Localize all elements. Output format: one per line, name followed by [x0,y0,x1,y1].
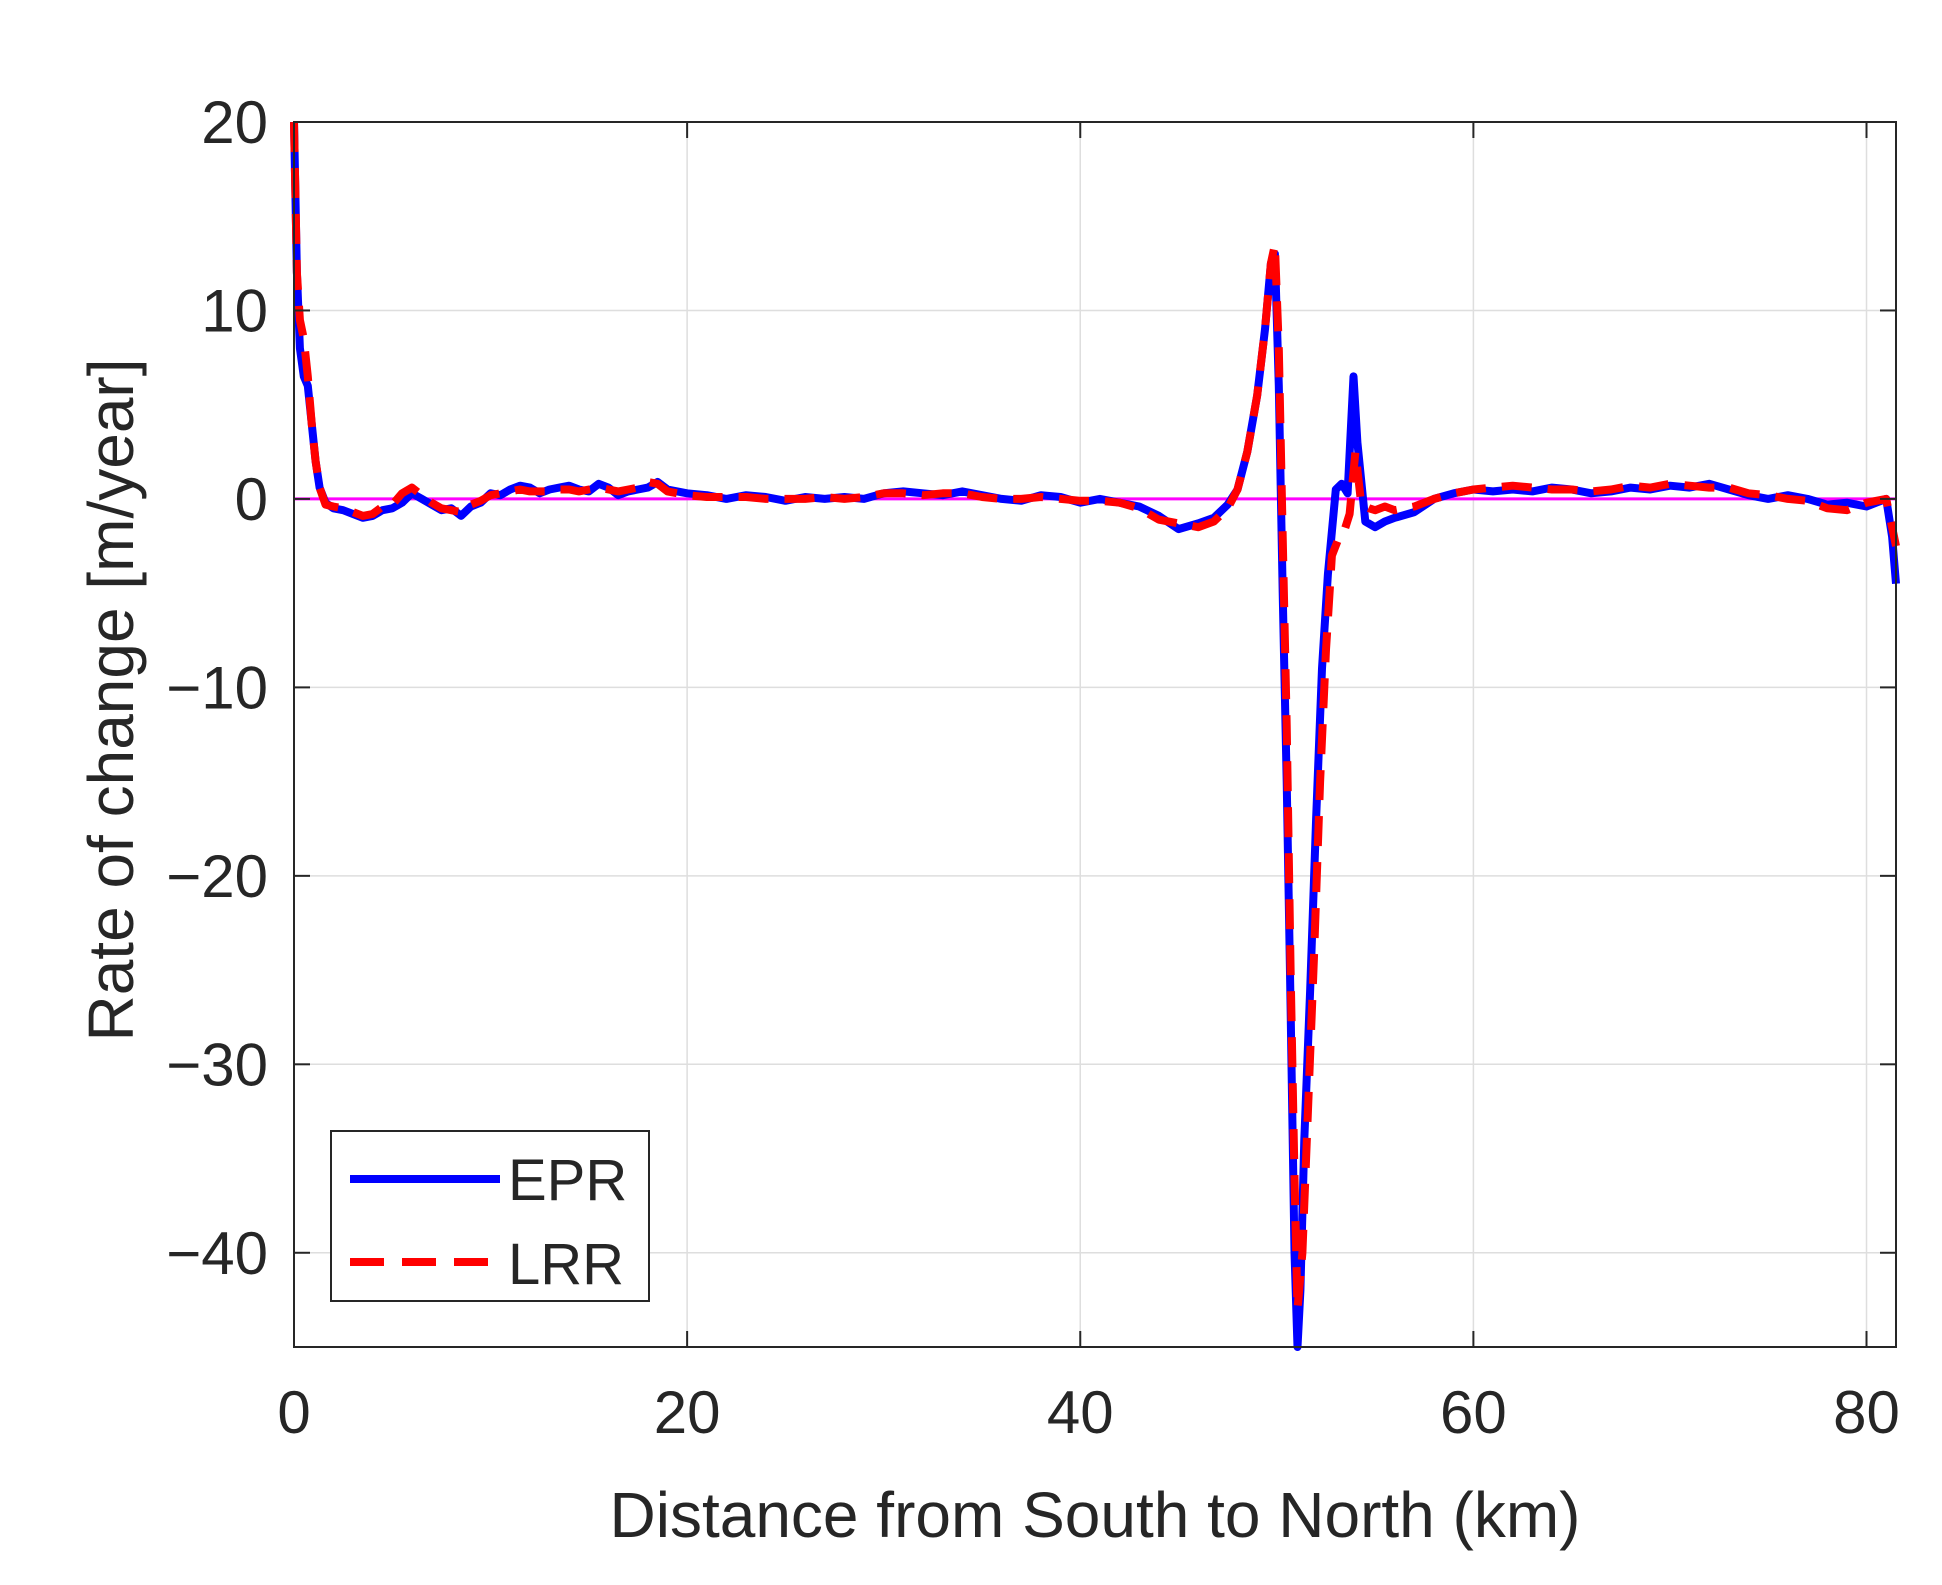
x-tick-label: 20 [654,1379,721,1446]
x-tick-label: 0 [277,1379,310,1446]
legend-epr-label: EPR [508,1148,627,1213]
series-group [290,121,1900,1351]
axis-ticks [293,121,1896,1347]
y-axis-label: Rate of change [m/year] [75,358,147,1041]
y-tick-label: 20 [201,89,268,156]
y-tick-label: 10 [201,277,268,344]
x-tick-label: 80 [1833,1379,1900,1446]
x-axis-label: Distance from South to North (km) [610,1479,1581,1551]
x-tick-labels: 0 20 40 60 80 [277,1379,1900,1446]
y-tick-label: −20 [166,843,268,910]
plot-frame [293,121,1897,1348]
y-tick-label: 0 [235,466,268,533]
legend-lrr-label: LRR [508,1232,624,1297]
legend-box [330,1130,650,1302]
y-tick-labels: 20 10 0 −10 −20 −30 −40 [166,89,268,1287]
y-tick-label: −40 [166,1220,268,1287]
series-line-lrr [290,121,1900,1314]
legend: EPR LRR [330,1130,650,1302]
x-tick-label: 40 [1047,1379,1114,1446]
y-tick-label: −30 [166,1031,268,1098]
y-tick-label: −10 [166,654,268,721]
x-tick-label: 60 [1440,1379,1507,1446]
